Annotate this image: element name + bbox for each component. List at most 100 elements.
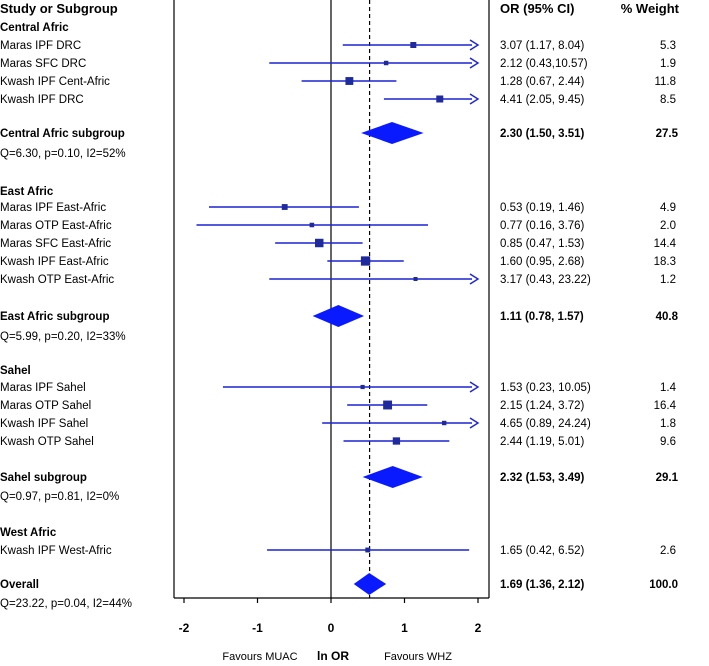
weight-value: 16.4 [654,400,677,412]
study-label: Maras SFC East-Afric [0,238,111,250]
header-weight: % Weight [621,1,680,16]
x-label-mid: ln OR [317,649,349,663]
study-label: Kwash IPF East-Afric [0,256,109,268]
heterogeneity-text: Q=0.97, p=0.81, I2=0% [0,491,119,503]
ci-arrow [469,39,480,51]
subgroup-or-ci: 1.11 (0.78, 1.57) [500,311,584,323]
or-ci-value: 1.60 (0.95, 2.68) [500,256,585,268]
point-estimate [360,384,365,390]
point-estimate [345,77,354,85]
x-axis: -2 -1 0 1 2 Favours MUAC ln OR Favours WHZ [179,598,482,663]
or-ci-value: 0.77 (0.16, 3.76) [500,220,585,232]
or-ci-value: 2.15 (1.24, 3.72) [500,400,585,412]
point-estimate [383,400,393,410]
x-tick-label: -1 [252,621,263,635]
x-label-right: Favours WHZ [384,651,452,663]
ci-arrow [469,93,480,105]
weight-value: 1.8 [660,418,676,430]
header-study: Study or Subgroup [0,1,118,16]
subgroup-weight: 29.1 [656,472,679,484]
ci-arrow [469,57,480,69]
weight-value: 1.9 [660,58,676,70]
study-label: Maras OTP East-Afric [0,220,112,232]
x-tick-label: 1 [401,621,408,635]
x-tick-label: 0 [328,621,335,635]
heterogeneity-text: Q=5.99, p=0.20, I2=33% [0,331,126,343]
or-ci-value: 4.65 (0.89, 24.24) [500,418,591,430]
or-ci-value: 1.53 (0.23, 10.05) [500,382,591,394]
study-label: Maras SFC DRC [0,58,86,70]
study-label: Maras IPF DRC [0,40,81,52]
ci-arrow [469,381,480,393]
point-estimate [360,256,371,266]
subgroup-weight: 40.8 [656,311,679,323]
subgroup-diamond [362,466,423,488]
overall-heterogeneity: Q=23.22, p=0.04, I2=44% [0,598,132,610]
study-label: Maras OTP Sahel [0,400,91,412]
point-estimate [413,276,418,282]
overall-weight: 100.0 [649,579,678,591]
heterogeneity-text: Q=6.30, p=0.10, I2=52% [0,148,126,160]
overall-diamond [353,573,387,595]
overall-or-ci: 1.69 (1.36, 2.12) [500,579,585,591]
study-label: Kwash IPF Cent-Afric [0,76,110,88]
subgroup-diamond [361,122,424,144]
subgroup-diamond [312,305,365,327]
x-tick-label: -2 [179,621,190,635]
point-estimate [309,222,315,228]
ci-arrow [469,273,480,285]
subgroup-label: Sahel subgroup [0,472,87,484]
subgroup-label: Central Afric subgroup [0,128,125,140]
group-title: East Afric [0,186,54,198]
plot-frame [173,0,490,599]
study-label: Kwash OTP Sahel [0,436,94,448]
group-title: West Afric [0,527,57,539]
point-estimate [441,420,447,426]
subgroup-weight: 27.5 [656,128,679,140]
weight-value: 14.4 [654,238,677,250]
weight-value: 18.3 [654,256,676,268]
weight-value: 5.3 [660,40,676,52]
plot-rows: Central Afric Maras IPF DRC 3.07 (1.17, 8.… [0,22,679,610]
study-label: Kwash OTP East-Afric [0,274,114,286]
or-ci-value: 2.12 (0.43,10.57) [500,58,588,70]
or-ci-value: 0.85 (0.47, 1.53) [500,238,585,250]
subgroup-label: East Afric subgroup [0,311,109,323]
or-ci-value: 0.53 (0.19, 1.46) [500,202,585,214]
x-tick-label: 2 [475,621,482,635]
or-ci-value: 2.44 (1.19, 5.01) [500,436,585,448]
study-label: Kwash IPF West-Afric [0,545,112,557]
study-label: Kwash IPF DRC [0,94,84,106]
subgroup-or-ci: 2.30 (1.50, 3.51) [500,128,585,140]
subgroup-or-ci: 2.32 (1.53, 3.49) [500,472,585,484]
point-estimate [315,238,324,248]
weight-value: 8.5 [660,94,676,106]
point-estimate [436,95,444,103]
weight-value: 2.6 [660,545,676,557]
or-ci-value: 4.41 (2.05, 9.45) [500,94,585,106]
or-ci-value: 3.17 (0.43, 23.22) [500,274,591,286]
weight-value: 9.6 [660,436,676,448]
study-label: Maras IPF East-Afric [0,202,106,214]
study-label: Maras IPF Sahel [0,382,86,394]
or-ci-value: 1.28 (0.67, 2.44) [500,76,585,88]
group-title: Sahel [0,365,31,377]
or-ci-value: 3.07 (1.17, 8.04) [500,40,585,52]
weight-value: 4.9 [660,202,676,214]
group-title: Central Afric [0,22,69,34]
weight-value: 1.4 [660,382,677,394]
overall-label: Overall [0,579,39,591]
weight-value: 1.2 [660,274,676,286]
weight-value: 11.8 [654,76,676,88]
weight-value: 2.0 [660,220,676,232]
point-estimate [392,437,401,445]
header-or-ci: OR (95% CI) [500,1,574,16]
ci-arrow [469,417,480,429]
point-estimate [383,60,389,66]
point-estimate [281,204,288,210]
study-label: Kwash IPF Sahel [0,418,88,430]
or-ci-value: 1.65 (0.42, 6.52) [500,545,585,557]
point-estimate [365,547,371,553]
point-estimate [410,42,417,48]
